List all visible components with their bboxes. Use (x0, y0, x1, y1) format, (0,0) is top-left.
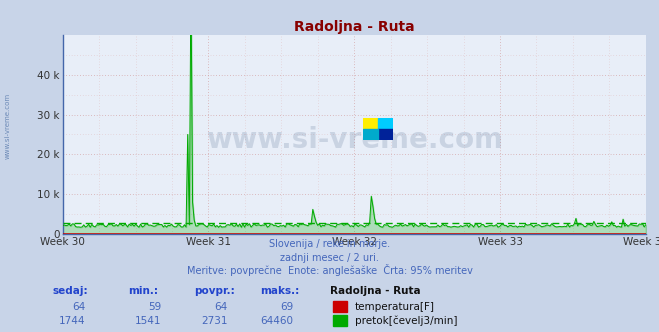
Text: temperatura[F]: temperatura[F] (355, 302, 434, 312)
Bar (363, 129, 378, 140)
Text: 64: 64 (72, 302, 86, 312)
Text: 64: 64 (214, 302, 227, 312)
Text: Meritve: povprečne  Enote: anglešaške  Črta: 95% meritev: Meritve: povprečne Enote: anglešaške Črt… (186, 264, 473, 276)
Text: 59: 59 (148, 302, 161, 312)
Text: maks.:: maks.: (260, 286, 300, 296)
Text: Slovenija / reke in morje.: Slovenija / reke in morje. (269, 239, 390, 249)
Text: povpr.:: povpr.: (194, 286, 235, 296)
Bar (378, 129, 393, 140)
Bar (363, 118, 378, 129)
Text: www.si-vreme.com: www.si-vreme.com (5, 93, 11, 159)
Text: min.:: min.: (129, 286, 159, 296)
Text: Radoljna - Ruta: Radoljna - Ruta (330, 286, 420, 296)
Text: zadnji mesec / 2 uri.: zadnji mesec / 2 uri. (280, 253, 379, 263)
Text: 69: 69 (280, 302, 293, 312)
Bar (378, 118, 393, 129)
Text: sedaj:: sedaj: (53, 286, 88, 296)
Text: 1744: 1744 (59, 316, 86, 326)
Text: 64460: 64460 (260, 316, 293, 326)
Text: 2731: 2731 (201, 316, 227, 326)
Title: Radoljna - Ruta: Radoljna - Ruta (294, 20, 415, 34)
Text: pretok[čevelj3/min]: pretok[čevelj3/min] (355, 315, 457, 326)
Text: 1541: 1541 (135, 316, 161, 326)
Text: www.si-vreme.com: www.si-vreme.com (206, 126, 503, 154)
